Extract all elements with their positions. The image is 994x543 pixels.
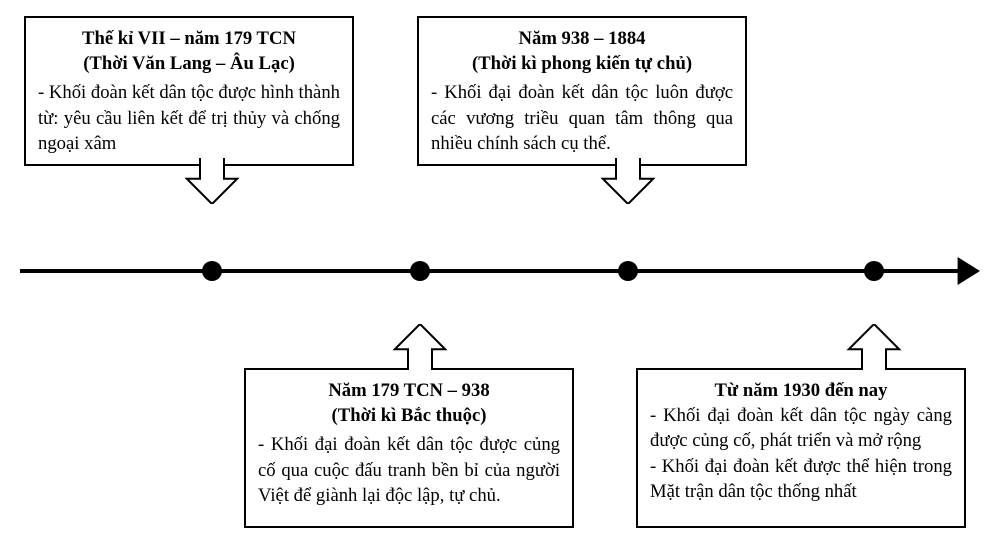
callout-arrow-period2 [390,324,450,370]
callout-arrow-period1 [182,158,242,204]
event-card-period3: Năm 938 – 1884(Thời kì phong kiến tự chủ… [417,16,747,166]
event-body: - Khối đoàn kết dân tộc được hình thành … [38,80,340,156]
event-title: Thế kỉ VII – năm 179 TCN [38,26,340,51]
event-card-period4: Từ năm 1930 đến nay- Khối đại đoàn kết d… [636,368,966,528]
event-title: Năm 179 TCN – 938 [258,378,560,403]
event-body: - Khối đại đoàn kết dân tộc được củng cố… [258,432,560,508]
event-title: Từ năm 1930 đến nay [650,378,952,403]
event-card-period2: Năm 179 TCN – 938(Thời kì Bắc thuộc) - Kh… [244,368,574,528]
event-card-period1: Thế kỉ VII – năm 179 TCN(Thời Văn Lang –… [24,16,354,166]
timeline-diagram: Thế kỉ VII – năm 179 TCN(Thời Văn Lang –… [0,0,994,543]
event-subtitle: (Thời Văn Lang – Âu Lạc) [38,51,340,76]
event-subtitle: (Thời kì phong kiến tự chủ) [431,51,733,76]
callout-arrow-period4 [844,324,904,370]
event-title: Năm 938 – 1884 [431,26,733,51]
callout-arrow-period3 [598,158,658,204]
event-body: - Khối đại đoàn kết dân tộc luôn được cá… [431,80,733,156]
event-body: - Khối đại đoàn kết dân tộc ngày càng đư… [650,403,952,504]
event-subtitle: (Thời kì Bắc thuộc) [258,403,560,428]
